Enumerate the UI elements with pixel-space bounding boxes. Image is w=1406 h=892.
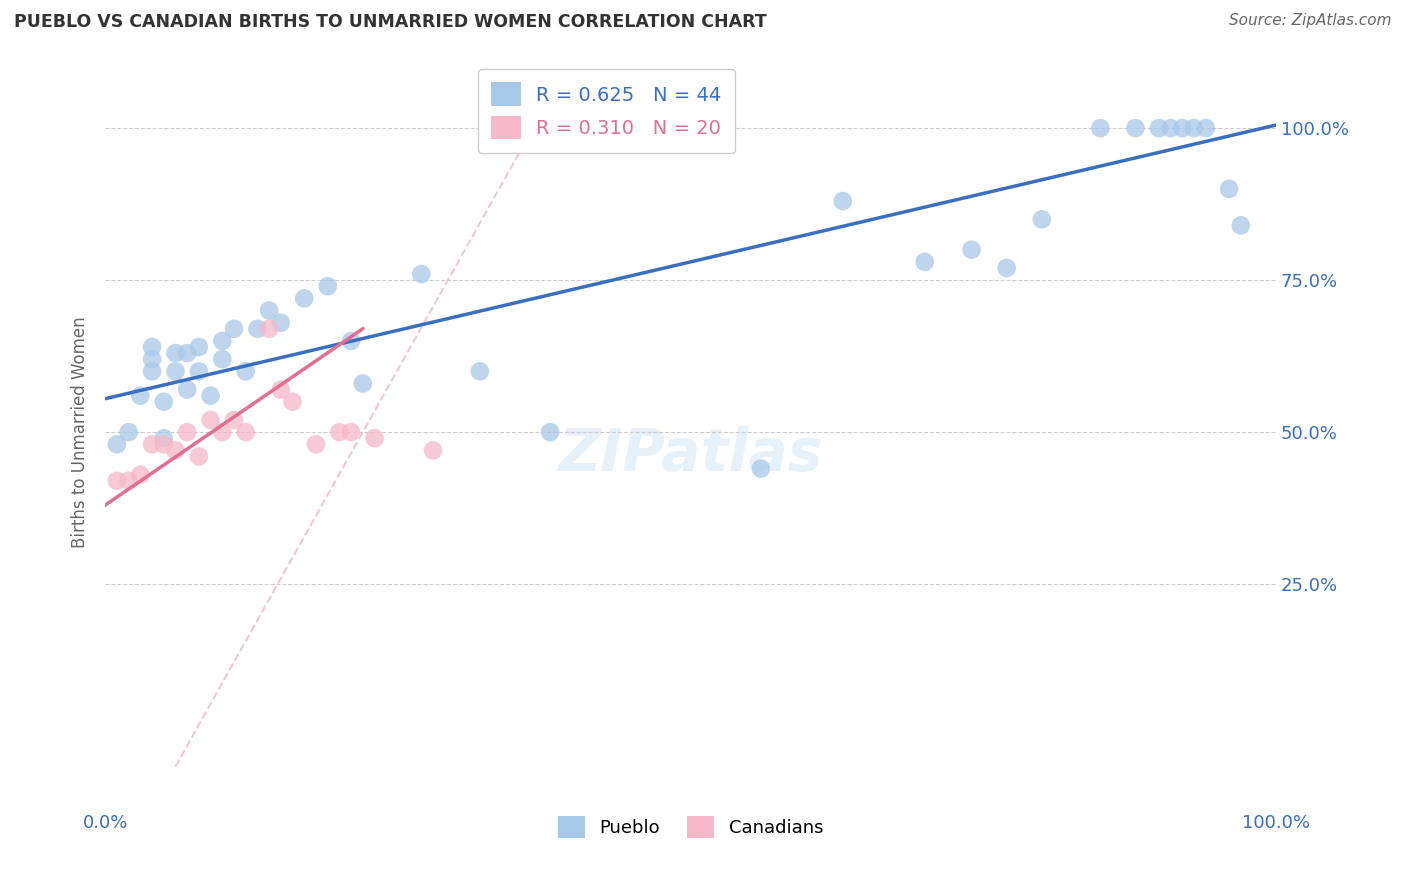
Point — [141, 364, 163, 378]
Point — [914, 255, 936, 269]
Point — [305, 437, 328, 451]
Point — [235, 425, 257, 439]
Point — [1090, 121, 1112, 136]
Point — [316, 279, 339, 293]
Point — [152, 437, 174, 451]
Point — [1218, 182, 1240, 196]
Point — [538, 425, 561, 439]
Point — [831, 194, 853, 208]
Point — [141, 352, 163, 367]
Point — [117, 425, 139, 439]
Point — [257, 303, 280, 318]
Point — [246, 322, 269, 336]
Point — [340, 425, 363, 439]
Point — [176, 425, 198, 439]
Point — [363, 431, 385, 445]
Point — [200, 413, 222, 427]
Point — [129, 389, 152, 403]
Point — [165, 443, 187, 458]
Point — [1230, 219, 1253, 233]
Point — [117, 474, 139, 488]
Point — [222, 413, 245, 427]
Point — [141, 437, 163, 451]
Point — [1195, 121, 1218, 136]
Point — [211, 425, 233, 439]
Point — [1160, 121, 1182, 136]
Point — [141, 340, 163, 354]
Point — [165, 364, 187, 378]
Point — [281, 394, 304, 409]
Point — [352, 376, 374, 391]
Point — [422, 443, 444, 458]
Point — [270, 383, 292, 397]
Point — [152, 394, 174, 409]
Point — [200, 389, 222, 403]
Point — [105, 437, 128, 451]
Y-axis label: Births to Unmarried Women: Births to Unmarried Women — [72, 317, 89, 548]
Point — [749, 461, 772, 475]
Point — [105, 474, 128, 488]
Point — [1031, 212, 1053, 227]
Text: ZIPatlas: ZIPatlas — [558, 426, 823, 483]
Point — [152, 431, 174, 445]
Point — [129, 467, 152, 482]
Point — [270, 316, 292, 330]
Point — [187, 364, 209, 378]
Point — [235, 364, 257, 378]
Point — [1147, 121, 1170, 136]
Point — [222, 322, 245, 336]
Point — [187, 450, 209, 464]
Point — [328, 425, 350, 439]
Point — [187, 340, 209, 354]
Point — [211, 334, 233, 348]
Point — [211, 352, 233, 367]
Point — [176, 346, 198, 360]
Point — [165, 346, 187, 360]
Text: PUEBLO VS CANADIAN BIRTHS TO UNMARRIED WOMEN CORRELATION CHART: PUEBLO VS CANADIAN BIRTHS TO UNMARRIED W… — [14, 13, 766, 31]
Point — [960, 243, 983, 257]
Text: Source: ZipAtlas.com: Source: ZipAtlas.com — [1229, 13, 1392, 29]
Point — [468, 364, 491, 378]
Point — [292, 291, 315, 305]
Point — [176, 383, 198, 397]
Point — [340, 334, 363, 348]
Legend: Pueblo, Canadians: Pueblo, Canadians — [551, 809, 831, 846]
Point — [411, 267, 433, 281]
Point — [257, 322, 280, 336]
Point — [995, 260, 1018, 275]
Point — [1171, 121, 1194, 136]
Point — [1182, 121, 1205, 136]
Point — [1125, 121, 1147, 136]
